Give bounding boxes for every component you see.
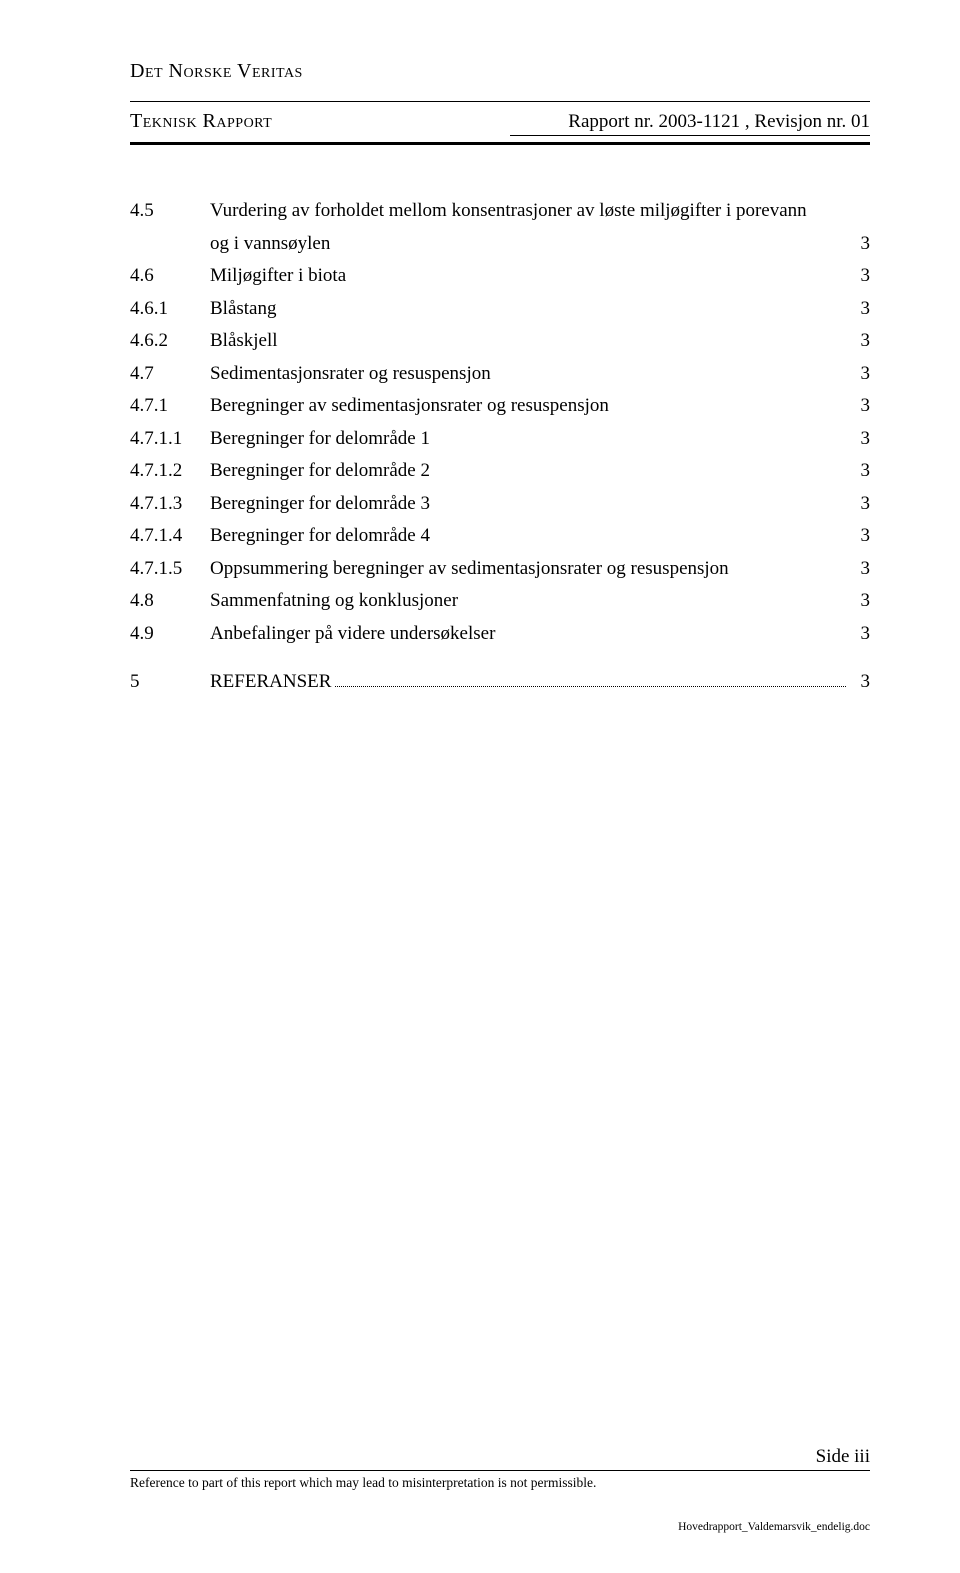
toc-title: Miljøgifter i biota [210,262,346,291]
toc-page: 3 [850,392,870,421]
toc-page: 3 [850,295,870,324]
toc-page: 3 [850,490,870,519]
table-of-contents: 4.5Vurdering av forholdet mellom konsent… [130,195,870,699]
toc-number: 5 [130,668,210,697]
toc-row: 4.6.2Blåskjell 3 [130,325,870,358]
toc-number: 4.6.1 [130,295,210,324]
toc-title: Beregninger for delområde 4 [210,522,430,551]
toc-row: 4.7.1.4Beregninger for delområde 4 3 [130,520,870,553]
toc-row: og i vannsøylen 3 [130,228,870,261]
toc-page: 3 [850,262,870,291]
toc-title: og i vannsøylen [210,230,330,259]
toc-row: 4.7.1.5Oppsummering beregninger av sedim… [130,553,870,586]
toc-title: Beregninger for delområde 3 [210,490,430,519]
toc-number: 4.7 [130,360,210,389]
toc-page: 3 [850,587,870,616]
toc-page: 3 [850,327,870,356]
page: Det Norske Veritas Teknisk Rapport Rappo… [0,0,960,1573]
toc-title: Beregninger av sedimentasjonsrater og re… [210,392,609,421]
toc-title: Blåskjell [210,327,278,356]
toc-number: 4.8 [130,587,210,616]
toc-row: 4.6Miljøgifter i biota 3 [130,260,870,293]
toc-number: 4.6 [130,262,210,291]
toc-number: 4.7.1 [130,392,210,421]
toc-row: 4.5Vurdering av forholdet mellom konsent… [130,195,870,228]
toc-title: Beregninger for delområde 1 [210,425,430,454]
toc-title: Beregninger for delområde 2 [210,457,430,486]
divider-bottom [130,142,870,145]
toc-title: Sammenfatning og konklusjoner [210,587,458,616]
toc-title: Oppsummering beregninger av sedimentasjo… [210,555,729,584]
toc-dot-leader [335,686,846,687]
toc-page: 3 [850,620,870,649]
toc-title: REFERANSER [210,668,331,697]
toc-number [130,230,210,259]
toc-number: 4.7.1.4 [130,522,210,551]
footer-disclaimer: Reference to part of this report which m… [130,1475,870,1491]
toc-number: 4.9 [130,620,210,649]
page-footer: Side iii Reference to part of this repor… [130,1446,870,1533]
toc-row: 4.7.1.1Beregninger for delområde 1 3 [130,423,870,456]
toc-row: 4.7.1Beregninger av sedimentasjonsrater … [130,390,870,423]
toc-page: 3 [850,522,870,551]
toc-title: Vurdering av forholdet mellom konsentras… [210,197,807,226]
header-row: Teknisk Rapport Rapport nr. 2003-1121 , … [130,110,870,136]
footer-rule [130,1470,870,1471]
toc-title: Anbefalinger på videre undersøkelser [210,620,495,649]
toc-row: 4.7Sedimentasjonsrater og resuspensjon 3 [130,358,870,391]
toc-row: 4.7.1.2Beregninger for delområde 2 3 [130,455,870,488]
toc-number: 4.7.1.1 [130,425,210,454]
doc-type-label: Teknisk Rapport [130,110,272,133]
report-number: Rapport nr. 2003-1121 , Revisjon nr. 01 [510,111,870,136]
toc-number: 4.7.1.5 [130,555,210,584]
toc-row: 5REFERANSER 3 [130,666,870,699]
toc-row: 4.9Anbefalinger på videre undersøkelser 3 [130,618,870,651]
divider-top [130,101,870,102]
toc-page: 3 [850,555,870,584]
toc-page: 3 [850,668,870,697]
org-name: Det Norske Veritas [130,60,870,83]
toc-page: 3 [850,360,870,389]
toc-number: 4.5 [130,197,210,226]
toc-row: 4.6.1Blåstang 3 [130,293,870,326]
toc-title: Sedimentasjonsrater og resuspensjon [210,360,491,389]
toc-page: 3 [850,425,870,454]
toc-number: 4.7.1.2 [130,457,210,486]
toc-page: 3 [850,457,870,486]
page-number: Side iii [130,1446,870,1468]
toc-title: Blåstang [210,295,277,324]
toc-row: 4.8Sammenfatning og konklusjoner 3 [130,585,870,618]
toc-page: 3 [850,230,870,259]
footer-docname: Hovedrapport_Valdemarsvik_endelig.doc [130,1521,870,1533]
toc-number: 4.7.1.3 [130,490,210,519]
toc-number: 4.6.2 [130,327,210,356]
toc-row: 4.7.1.3Beregninger for delområde 3 3 [130,488,870,521]
